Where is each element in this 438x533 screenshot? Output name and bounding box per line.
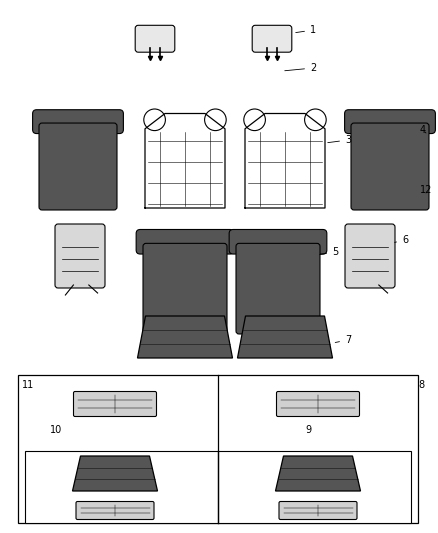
FancyBboxPatch shape (32, 110, 124, 134)
Text: 1: 1 (296, 25, 316, 35)
Text: 11: 11 (22, 380, 34, 390)
FancyBboxPatch shape (55, 224, 105, 288)
Text: 12: 12 (420, 185, 432, 195)
Text: 6: 6 (395, 235, 408, 245)
FancyBboxPatch shape (74, 392, 156, 416)
Polygon shape (276, 456, 360, 491)
Text: 7: 7 (335, 335, 351, 345)
FancyBboxPatch shape (345, 110, 435, 134)
Bar (25, 451, 411, 523)
FancyBboxPatch shape (76, 502, 154, 520)
Text: 4: 4 (420, 125, 426, 135)
FancyBboxPatch shape (136, 230, 234, 254)
FancyBboxPatch shape (279, 502, 357, 520)
FancyBboxPatch shape (276, 392, 360, 416)
Text: 2: 2 (285, 63, 316, 73)
FancyBboxPatch shape (135, 25, 175, 52)
Polygon shape (138, 316, 233, 358)
Polygon shape (73, 456, 158, 491)
FancyBboxPatch shape (143, 244, 227, 334)
Bar (18, 375, 418, 523)
FancyBboxPatch shape (236, 244, 320, 334)
Text: 8: 8 (418, 380, 424, 390)
FancyBboxPatch shape (345, 224, 395, 288)
Text: 10: 10 (50, 425, 62, 435)
FancyBboxPatch shape (351, 123, 429, 210)
FancyBboxPatch shape (229, 230, 327, 254)
Polygon shape (237, 316, 332, 358)
Text: 9: 9 (305, 425, 311, 435)
FancyBboxPatch shape (252, 25, 292, 52)
FancyBboxPatch shape (39, 123, 117, 210)
Text: 5: 5 (320, 247, 338, 257)
Text: 3: 3 (328, 135, 351, 145)
